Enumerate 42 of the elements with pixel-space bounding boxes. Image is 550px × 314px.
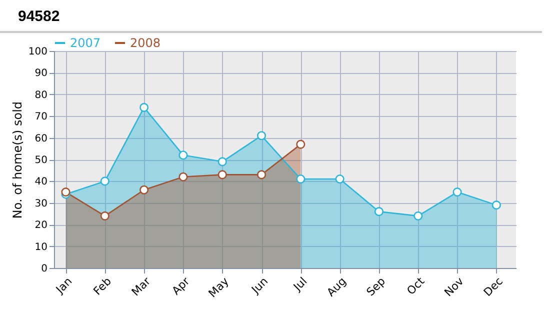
x-tick-label: Oct xyxy=(404,274,428,298)
point xyxy=(335,174,344,184)
point xyxy=(452,188,462,197)
y-tick-label: 60 xyxy=(34,133,48,144)
x-tick-label: Sep xyxy=(364,274,388,299)
y-tick-label: 100 xyxy=(28,46,48,58)
text: 2007 xyxy=(70,36,101,50)
y-tick-label: 40 xyxy=(34,176,48,188)
point xyxy=(178,172,188,182)
point xyxy=(256,131,266,140)
y-tick-label: 10 xyxy=(34,242,48,253)
y-tick-label: 80 xyxy=(34,90,48,101)
x-tick-label: Jan xyxy=(52,274,75,297)
point xyxy=(140,102,149,112)
y-axis-title: No. of home(s) sold xyxy=(10,101,24,219)
point xyxy=(178,150,188,160)
point xyxy=(218,157,227,166)
x-tick-label: Feb xyxy=(90,274,114,298)
point xyxy=(296,140,306,149)
y-tick-label: 90 xyxy=(34,68,48,80)
y-tick-label: 20 xyxy=(34,220,48,232)
point xyxy=(100,176,110,186)
x-tick-label: Dec xyxy=(481,274,506,300)
y-tick-label: 0 xyxy=(41,264,48,274)
x-tick-label: Apr xyxy=(170,274,193,298)
legend-label: 2008 xyxy=(130,36,161,50)
point xyxy=(140,185,149,194)
x-tick-label: Jul xyxy=(290,274,310,294)
x-tick-label: Mar xyxy=(129,274,154,299)
point xyxy=(256,170,266,180)
point xyxy=(218,170,227,180)
y-tick-label: 50 xyxy=(34,155,48,166)
chart-title: 94582 xyxy=(0,0,542,33)
point xyxy=(414,211,423,220)
y-tick-label: 30 xyxy=(34,198,48,210)
point xyxy=(296,174,306,184)
point xyxy=(374,207,384,216)
point xyxy=(100,211,110,220)
x-tick-label: Jun xyxy=(248,274,271,297)
point xyxy=(492,200,501,210)
y-tick-label: 70 xyxy=(34,112,48,123)
x-tick-label: Nov xyxy=(442,274,467,300)
